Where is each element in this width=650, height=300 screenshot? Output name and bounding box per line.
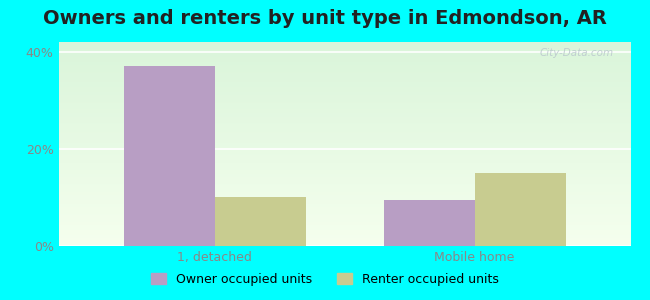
Bar (384, 200, 474, 246)
Text: Owners and renters by unit type in Edmondson, AR: Owners and renters by unit type in Edmon… (43, 9, 607, 28)
Text: City-Data.com: City-Data.com (540, 48, 614, 58)
Bar (474, 173, 566, 246)
Bar (214, 197, 306, 246)
Legend: Owner occupied units, Renter occupied units: Owner occupied units, Renter occupied un… (146, 268, 504, 291)
Bar (124, 66, 214, 246)
